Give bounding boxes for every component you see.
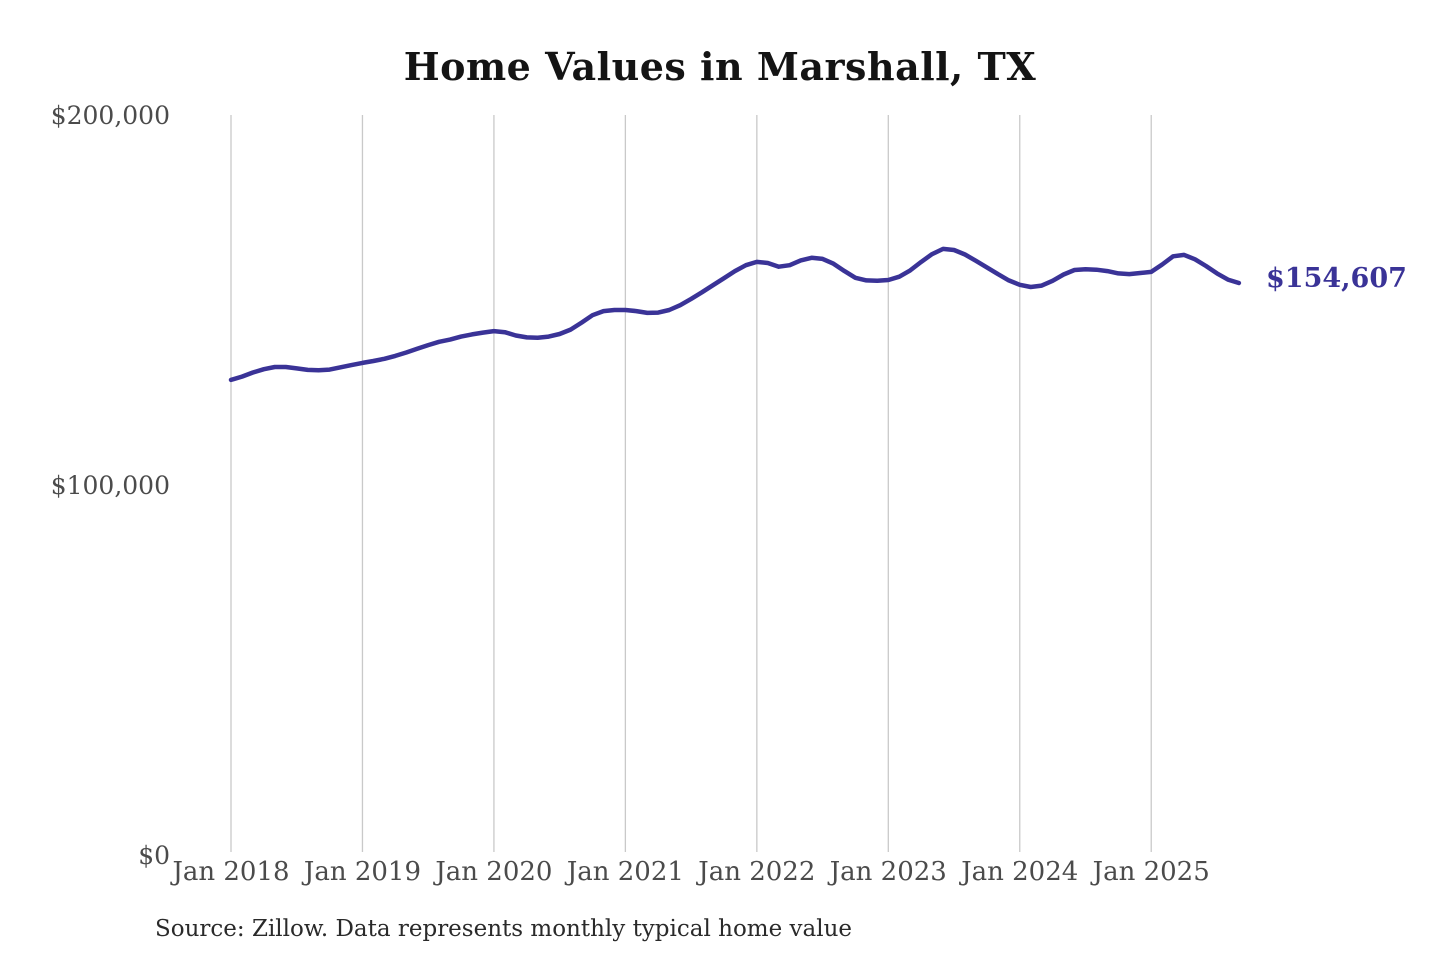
x-tick-label: Jan 2025: [1092, 857, 1210, 887]
x-tick-label: Jan 2023: [829, 857, 947, 887]
x-tick-label: Jan 2022: [698, 857, 816, 887]
home-value-line: [228, 246, 1242, 383]
x-tick-label: Jan 2024: [961, 857, 1079, 887]
x-tick-label: Jan 2021: [566, 857, 684, 887]
x-tick-label: Jan 2020: [435, 857, 553, 887]
chart-title: Home Values in Marshall, TX: [403, 44, 1037, 89]
x-tick-label: Jan 2019: [303, 857, 421, 887]
latest-value-label: $154,607: [1266, 263, 1407, 294]
y-tick-label: $200,000: [50, 101, 170, 130]
y-tick-label: $100,000: [50, 471, 170, 500]
y-tick-label: $0: [138, 841, 170, 870]
source-note: Source: Zillow. Data represents monthly …: [155, 916, 853, 942]
x-tick-label: Jan 2018: [172, 857, 290, 887]
